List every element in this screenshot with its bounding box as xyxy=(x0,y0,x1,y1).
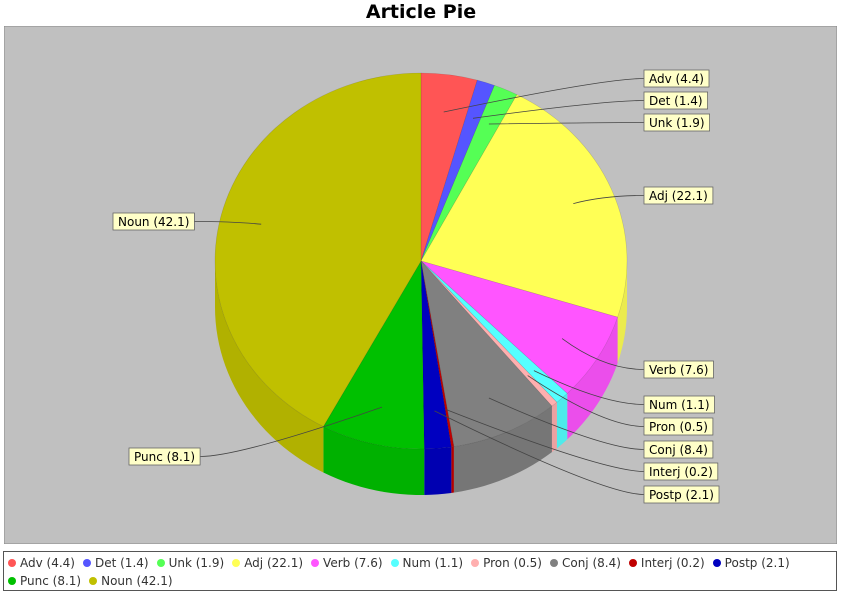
legend-label-pron: Pron (0.5) xyxy=(483,556,542,570)
slice-label-box-adj xyxy=(643,186,714,205)
slice-label-box-num xyxy=(643,395,715,414)
slice-label-box-adv xyxy=(643,69,710,88)
slice-label-box-punc xyxy=(128,447,201,466)
pie-plot-area: Adv (4.4) Det (1.4) Unk (1.9) Adj (22.1) Ver… xyxy=(4,26,837,544)
legend-label-unk: Unk (1.9) xyxy=(168,556,225,570)
legend-item-pron: Pron (0.5) xyxy=(471,554,542,572)
pie-slice-noun[interactable] xyxy=(214,72,422,427)
pie-side-adj xyxy=(617,261,627,364)
legend-label-verb: Verb (7.6) xyxy=(323,556,383,570)
legend-swatch-adv xyxy=(8,559,16,567)
slice-label-box-unk xyxy=(643,113,710,132)
leader-line-unk xyxy=(488,122,645,125)
pie-top-layer xyxy=(214,72,628,450)
pie-slice-det[interactable] xyxy=(420,79,495,262)
slice-label-box-pron xyxy=(643,417,714,436)
leader-line-adv xyxy=(443,78,645,113)
legend-swatch-noun xyxy=(89,577,98,585)
slice-label-verb: Verb (7.6) xyxy=(649,363,708,377)
legend-item-punc: Punc (8.1) xyxy=(8,572,81,590)
pie-slice-adv[interactable] xyxy=(420,72,478,262)
legend-swatch-conj xyxy=(549,559,558,567)
legend-item-num: Num (1.1) xyxy=(390,554,464,572)
leader-line-verb xyxy=(561,338,645,370)
leader-line-det xyxy=(472,100,645,119)
legend-swatch-det xyxy=(82,559,91,567)
pie-side-num xyxy=(556,393,568,449)
legend-label-conj: Conj (8.4) xyxy=(561,556,621,570)
pie-slice-verb[interactable] xyxy=(420,260,618,394)
pie-slice-num[interactable] xyxy=(420,260,568,403)
slice-label-adv: Adv (4.4) xyxy=(649,72,704,86)
slice-label-punc: Punc (8.1) xyxy=(134,450,195,464)
slice-label-box-postp xyxy=(643,485,720,504)
pie-side-pron xyxy=(551,402,557,453)
slice-label-interj: Interj (0.2) xyxy=(649,465,713,479)
legend: Adv (4.4) Det (1.4) Unk (1.9) Adj (22.1) Ver… xyxy=(3,551,837,591)
legend-item-adj: Adj (22.1) xyxy=(232,554,303,572)
pie-slice-adj[interactable] xyxy=(420,94,628,318)
slice-label-box-interj xyxy=(643,462,719,481)
legend-swatch-punc xyxy=(8,577,16,585)
leader-line-punc xyxy=(200,406,383,457)
pie-side-noun xyxy=(215,261,324,473)
slice-label-postp: Postp (2.1) xyxy=(649,488,714,502)
legend-swatch-adj xyxy=(232,559,241,567)
pie-side-verb xyxy=(567,317,618,440)
pie-side-interj xyxy=(451,446,454,493)
slice-label-conj: Conj (8.4) xyxy=(649,443,708,457)
legend-label-adj: Adj (22.1) xyxy=(244,556,304,570)
pie-slice-unk[interactable] xyxy=(420,84,518,262)
pie-slice-punc[interactable] xyxy=(322,259,425,450)
legend-label-interj: Interj (0.2) xyxy=(640,556,705,570)
legend-item-unk: Unk (1.9) xyxy=(156,554,225,572)
chart-title: Article Pie xyxy=(365,1,477,23)
slice-label-box-conj xyxy=(643,440,714,459)
legend-swatch-postp xyxy=(712,559,721,567)
legend-label-det: Det (1.4) xyxy=(94,556,149,570)
legend-item-interj: Interj (0.2) xyxy=(628,554,705,572)
legend-swatch-interj xyxy=(628,559,637,567)
slice-label-box-det xyxy=(643,91,708,110)
legend-item-conj: Conj (8.4) xyxy=(549,554,621,572)
pie-slice-postp[interactable] xyxy=(420,260,452,450)
slice-label-adj: Adj (22.1) xyxy=(649,189,708,203)
slice-label-pron: Pron (0.5) xyxy=(649,420,708,434)
leader-line-adj xyxy=(573,195,645,204)
legend-item-det: Det (1.4) xyxy=(82,554,149,572)
legend-swatch-unk xyxy=(156,559,165,567)
slice-label-box-verb xyxy=(643,360,714,379)
pie-side-postp xyxy=(424,446,452,495)
pie-side-punc xyxy=(323,426,425,495)
legend-swatch-num xyxy=(390,559,399,567)
legend-item-verb: Verb (7.6) xyxy=(311,554,383,572)
leader-line-interj xyxy=(446,409,645,472)
slice-label-det: Det (1.4) xyxy=(649,94,703,108)
slice-label-box-noun xyxy=(112,212,195,231)
slice-labels: Adv (4.4) Det (1.4) Unk (1.9) Adj (22.1) Ver… xyxy=(112,69,720,504)
pie-depth-layer xyxy=(215,261,627,495)
legend-label-num: Num (1.1) xyxy=(402,556,464,570)
legend-label-noun: Noun (42.1) xyxy=(101,574,173,588)
leader-line-noun xyxy=(194,221,262,225)
legend-swatch-verb xyxy=(311,559,320,567)
pie-side-conj xyxy=(453,406,552,493)
legend-item-postp: Postp (2.1) xyxy=(712,554,790,572)
slice-label-num: Num (1.1) xyxy=(649,398,710,412)
slice-label-noun: Noun (42.1) xyxy=(118,215,189,229)
leader-line-postp xyxy=(434,410,645,495)
legend-item-adv: Adv (4.4) xyxy=(8,554,75,572)
leader-lines xyxy=(194,78,645,495)
legend-item-noun: Noun (42.1) xyxy=(89,572,173,590)
leader-line-conj xyxy=(488,397,645,450)
legend-label-adv: Adv (4.4) xyxy=(20,556,75,570)
pie-slice-interj[interactable] xyxy=(420,260,455,448)
legend-label-postp: Postp (2.1) xyxy=(724,556,790,570)
legend-label-punc: Punc (8.1) xyxy=(20,574,82,588)
leader-line-pron xyxy=(527,375,645,427)
leader-line-num xyxy=(533,370,645,405)
pie-slice-pron[interactable] xyxy=(420,260,558,407)
slice-label-unk: Unk (1.9) xyxy=(649,116,705,130)
legend-swatch-pron xyxy=(471,559,480,567)
